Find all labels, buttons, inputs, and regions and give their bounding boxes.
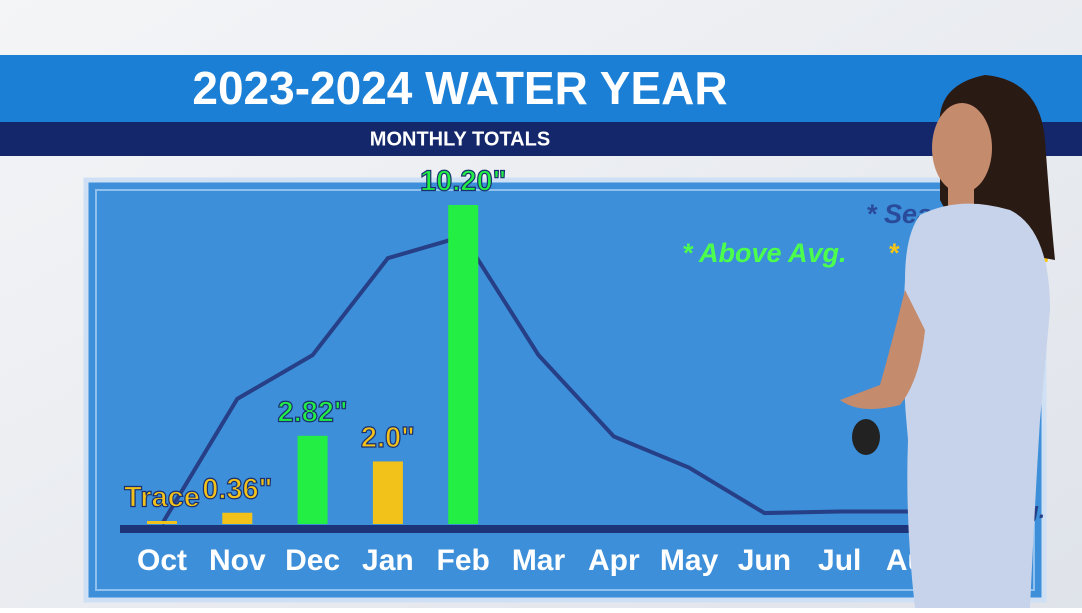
x-tick-label: Oct: [137, 544, 187, 577]
data-label: 10.20": [420, 166, 506, 198]
x-tick-label: Mar: [512, 544, 566, 577]
clicker: [852, 419, 880, 455]
x-tick-label: Feb: [437, 544, 490, 577]
x-tick-label: Jul: [818, 544, 861, 577]
data-label: 0.36": [202, 473, 272, 505]
bar: [372, 461, 403, 524]
subtitle-band: [0, 122, 1082, 156]
bar: [147, 521, 177, 524]
arm: [840, 290, 925, 409]
presenter: [840, 75, 1055, 609]
x-tick-label: Jun: [738, 544, 791, 577]
data-label: 2.0": [361, 422, 415, 454]
chart-subtitle: MONTHLY TOTALS: [370, 128, 550, 150]
face: [932, 103, 992, 193]
chart-title: 2023-2024 WATER YEAR: [192, 62, 727, 114]
x-tick-label: May: [660, 544, 719, 577]
data-label: Trace: [124, 482, 200, 514]
season-avg-line: [160, 233, 991, 526]
x-tick-label: Dec: [285, 544, 340, 577]
legend-entry: * Above Avg.: [682, 238, 847, 268]
title-band: [0, 55, 1082, 123]
bar: [222, 512, 253, 524]
data-label: 2.82": [277, 396, 347, 428]
bar: [448, 205, 479, 524]
bar: [297, 435, 328, 524]
x-tick-label: Nov: [209, 544, 266, 577]
x-tick-label: Apr: [588, 544, 640, 577]
dress: [903, 203, 1050, 609]
x-tick-label: Jan: [362, 544, 414, 577]
